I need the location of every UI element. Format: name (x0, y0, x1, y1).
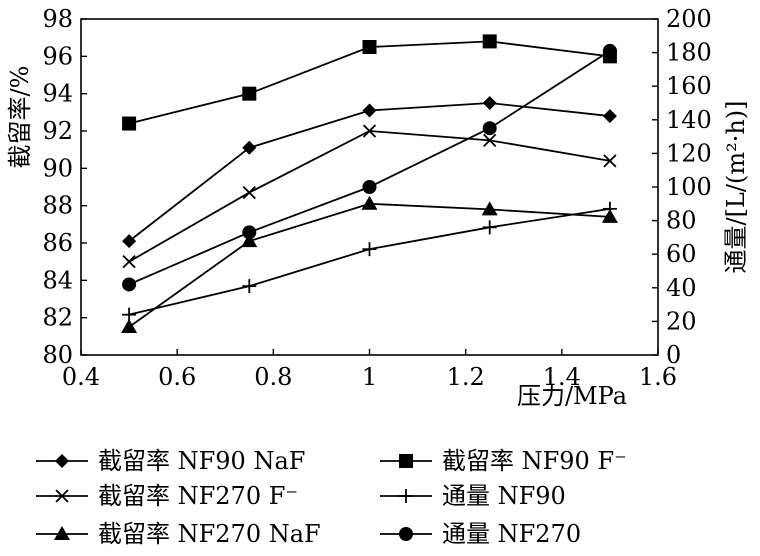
data-point (362, 242, 377, 257)
y-right-tick-label: 200 (666, 5, 712, 33)
y-right-tick-label: 120 (666, 139, 712, 167)
data-point (242, 185, 256, 200)
legend-item: 截留率 NF270 NaF (36, 520, 321, 548)
data-point (362, 180, 377, 194)
data-point (122, 234, 137, 249)
legend-marker (399, 454, 413, 468)
data-point (601, 208, 618, 223)
legend-label: 截留率 NF90 NaF (98, 447, 305, 475)
data-point (362, 40, 377, 54)
x-tick-label: 1 (362, 363, 377, 391)
legend-marker (399, 489, 413, 503)
y-right-tick-label: 20 (666, 307, 697, 335)
y-left-tick-label: 80 (42, 341, 73, 369)
data-point (362, 124, 377, 138)
legend-label: 截留率 NF270 NaF (98, 520, 321, 548)
y-left-tick-label: 98 (42, 5, 73, 33)
x-tick-label: 0.6 (158, 363, 196, 391)
data-point (122, 116, 137, 131)
y-right-tick-label: 60 (666, 240, 697, 268)
data-point (242, 225, 257, 240)
data-point (122, 277, 137, 292)
data-point (361, 195, 378, 210)
y-right-tick-label: 160 (666, 72, 712, 100)
x-axis-label: 压力/MPa (517, 382, 627, 410)
data-point (482, 220, 497, 235)
x-tick-label: 0.8 (254, 363, 292, 391)
legend-label: 截留率 NF90 F⁻ (442, 447, 627, 475)
data-point (242, 86, 257, 101)
series-3 (122, 124, 617, 269)
y-left-tick-label: 88 (42, 192, 73, 220)
legend-marker (55, 454, 69, 468)
data-point (122, 255, 136, 269)
data-point (242, 140, 257, 155)
axes: 0.4 0.6 0.8 1 1.2 1.4 1.6 80 82 84 86 88 90 92 94 96 98 0… (6, 5, 750, 410)
y-left-tick-label: 82 (42, 304, 73, 332)
x-tick-label: 0.4 (62, 363, 100, 391)
legend-item: 通量 NF270 (380, 520, 581, 548)
series-line (128, 202, 610, 328)
y-left-tick-label: 84 (42, 266, 73, 294)
y-right-tick-label: 40 (666, 274, 697, 302)
legend-label: 通量 NF270 (442, 520, 581, 548)
plot-area (121, 34, 618, 333)
data-point (482, 121, 497, 136)
data-point (362, 103, 377, 118)
legend-marker (54, 526, 70, 540)
y-right-tick-label: 100 (666, 173, 712, 201)
y-left-tick-label: 94 (42, 80, 73, 108)
data-point (121, 319, 138, 333)
data-point (602, 109, 617, 124)
y-right-tick-label: 180 (666, 39, 712, 67)
y-right-tick-label: 80 (666, 207, 697, 235)
y-left-tick-label: 96 (42, 42, 73, 70)
series-5 (121, 195, 618, 333)
y-left-axis-label: 截留率/% (6, 66, 34, 169)
x-tick-label: 1.2 (447, 363, 485, 391)
series-1 (122, 96, 617, 249)
data-point (602, 43, 617, 58)
y-right-tick-label: 0 (666, 341, 681, 369)
data-point (242, 279, 257, 294)
y-right-axis-label: 通量/[L/(m²·h)] (722, 100, 750, 273)
series-4 (122, 201, 617, 322)
data-point (241, 233, 258, 248)
data-point (481, 201, 498, 216)
y-left-tick-label: 92 (42, 117, 73, 145)
legend-marker (55, 489, 69, 503)
data-point (603, 154, 617, 168)
legend-label: 通量 NF90 (442, 482, 566, 510)
x-tick-label: 1.4 (543, 363, 581, 391)
data-point (482, 34, 497, 49)
y-left-tick-label: 86 (42, 229, 73, 257)
legend-label: 截留率 NF270 F⁻ (98, 482, 298, 510)
y-right-tick-label: 140 (666, 106, 712, 134)
data-point (482, 96, 497, 110)
legend-marker (399, 527, 413, 541)
y-left-tick-label: 90 (42, 154, 73, 182)
legend-item: 截留率 NF270 F⁻ (36, 482, 298, 510)
legend-item: 通量 NF90 (380, 482, 566, 510)
data-point (483, 133, 497, 147)
legend-item: 截留率 NF90 F⁻ (380, 447, 627, 475)
x-tick-label: 1.6 (639, 363, 677, 391)
legend-item: 截留率 NF90 NaF (36, 447, 305, 475)
series-6 (122, 43, 617, 292)
series-line (128, 207, 611, 316)
legend: 截留率 NF90 NaF 截留率 NF90 F⁻ 截留率 NF270 F⁻ 通量 NF… (36, 447, 627, 548)
